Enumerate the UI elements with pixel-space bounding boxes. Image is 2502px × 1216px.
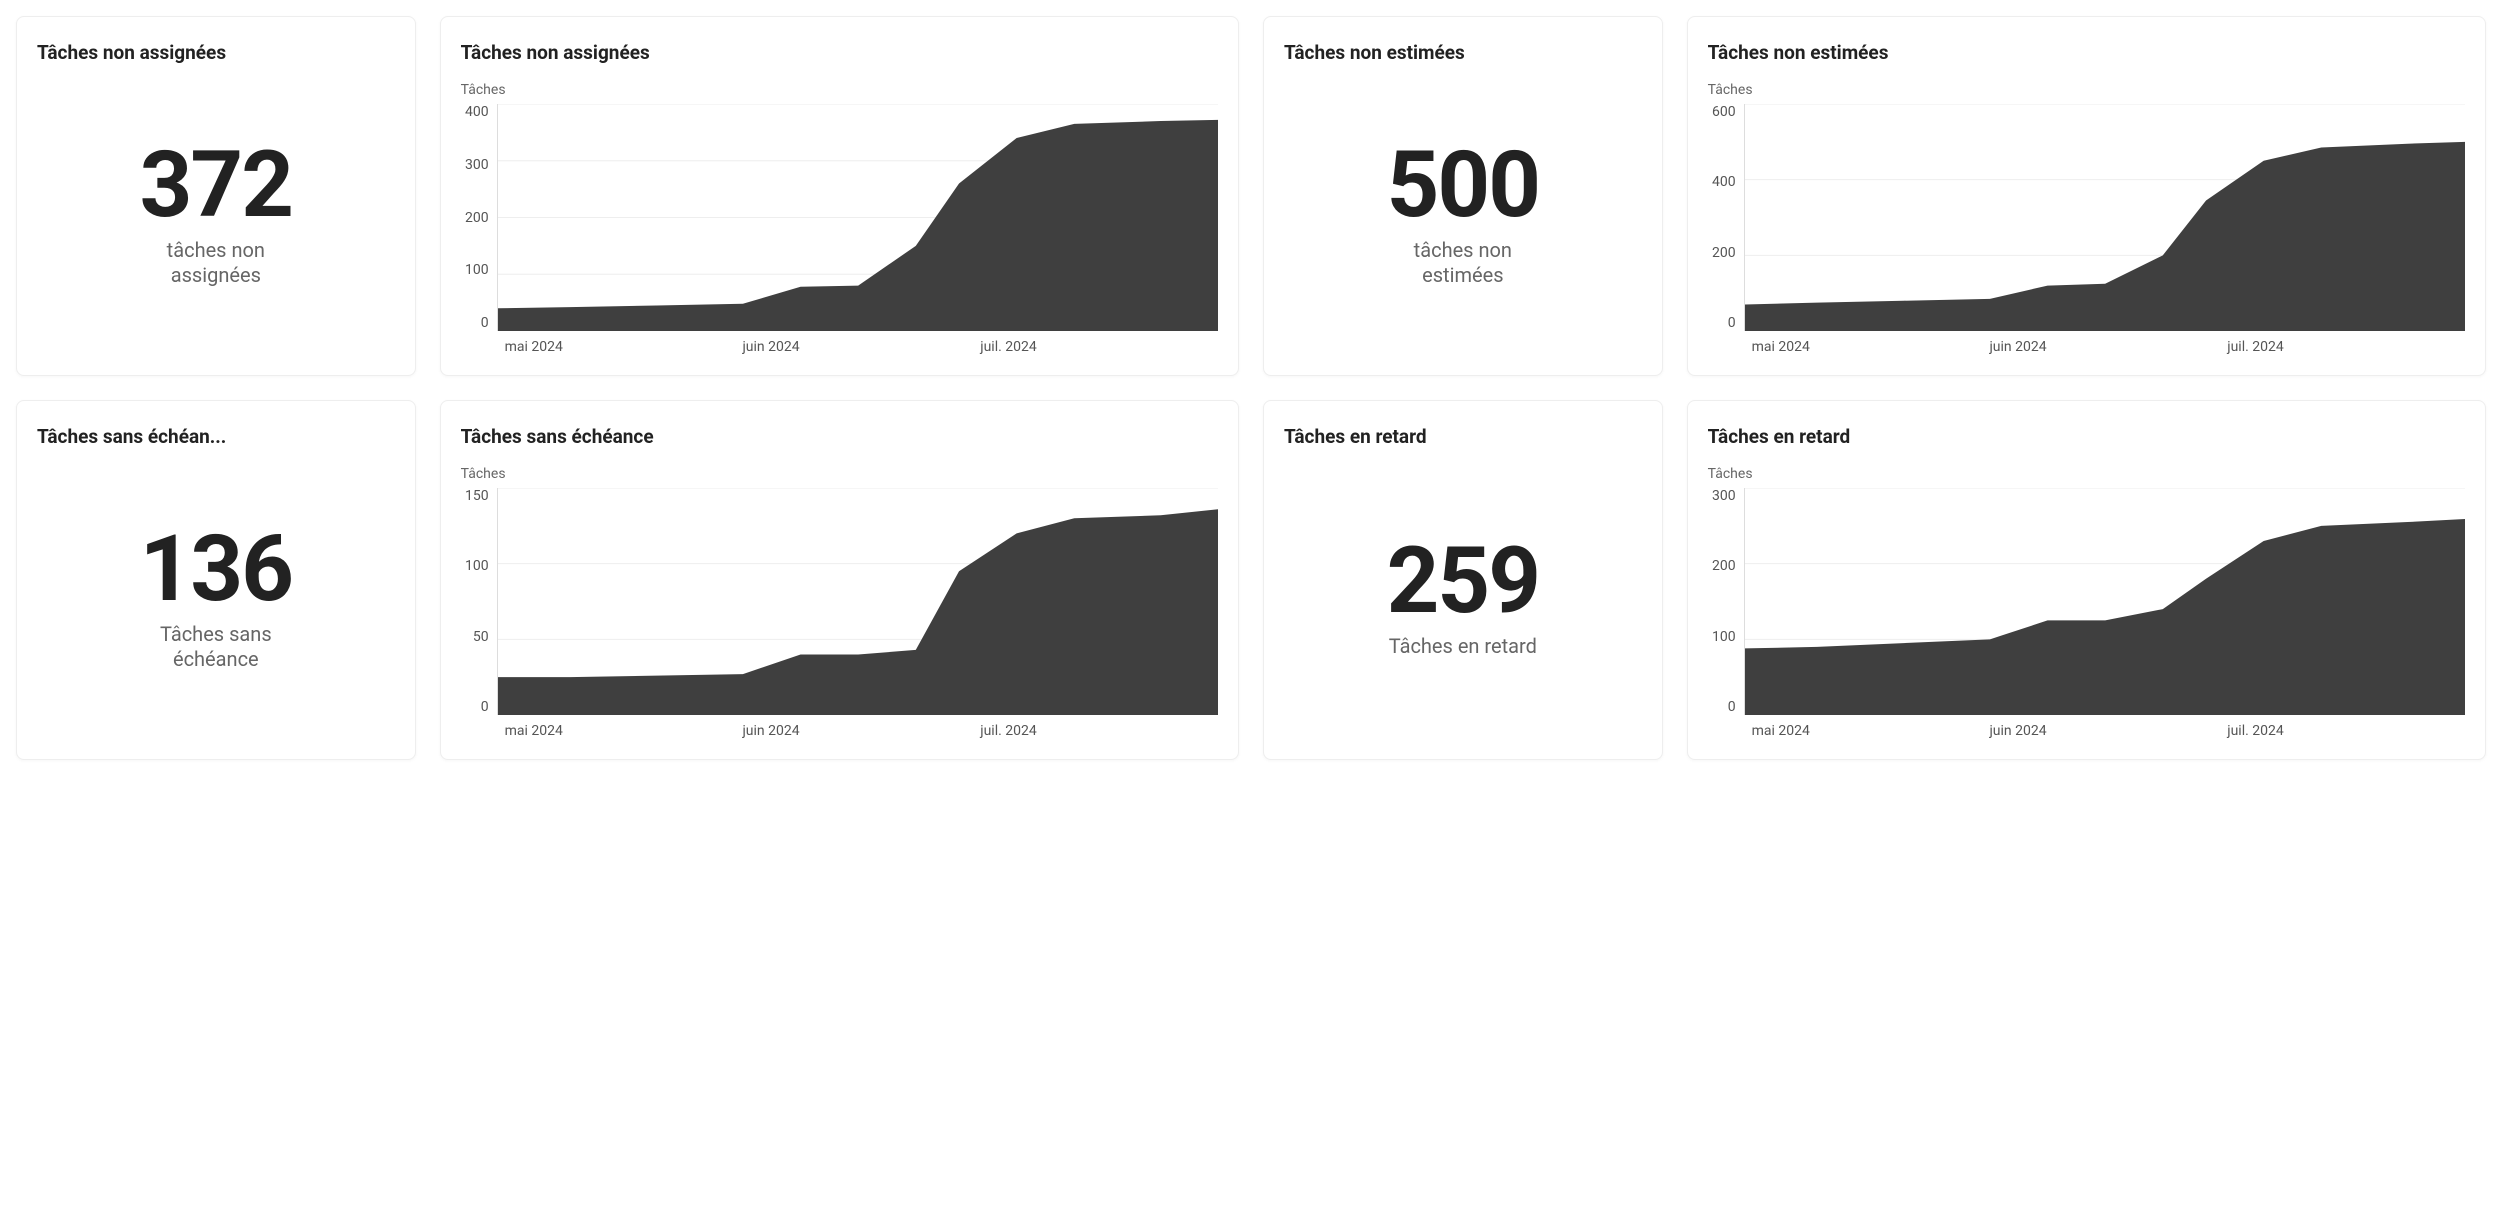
- stat-body: 372 tâches nonassignées: [37, 72, 395, 355]
- stat-value: 259: [1387, 536, 1539, 628]
- x-ticks: mai 2024juin 2024juil. 2024: [1752, 723, 2465, 739]
- y-tick-label: 300: [465, 157, 489, 173]
- x-tick-label: mai 2024: [505, 723, 743, 739]
- chart-frame: 150 100 50 0 mai 2024juin 2024juil. 2024: [461, 488, 1218, 739]
- y-tick-label: 200: [1712, 245, 1736, 261]
- y-tick-label: 200: [1712, 558, 1736, 574]
- chart-title: Tâches non assignées: [461, 41, 1218, 64]
- plot-area: [497, 488, 1218, 715]
- chart-title: Tâches sans échéance: [461, 425, 1218, 448]
- yaxis-label: Tâches: [1708, 466, 2465, 482]
- chart-frame: 400 300 200 100 0 mai 2024juin 2024juil. 202…: [461, 104, 1218, 355]
- stat-label: Tâches en retard: [1389, 634, 1537, 659]
- x-tick-label: mai 2024: [505, 339, 743, 355]
- x-tick-label: juin 2024: [1989, 339, 2227, 355]
- y-tick-label: 100: [1712, 629, 1736, 645]
- stat-label: tâches nonassignées: [167, 238, 265, 288]
- y-tick-label: 100: [465, 262, 489, 278]
- stat-title: Tâches non estimées: [1284, 41, 1642, 64]
- plot-area: [1744, 104, 2465, 331]
- yaxis-label: Tâches: [461, 82, 1218, 98]
- chart-title: Tâches non estimées: [1708, 41, 2465, 64]
- y-tick-label: 150: [465, 488, 489, 504]
- x-tick-label: juin 2024: [1989, 723, 2227, 739]
- stat-title: Tâches non assignées: [37, 41, 395, 64]
- stat-value: 136: [140, 524, 292, 616]
- stat-title: Tâches sans échéan...: [37, 425, 395, 448]
- y-ticks: 300 200 100 0: [1708, 488, 1744, 715]
- stat-body: 136 Tâches sanséchéance: [37, 456, 395, 739]
- x-tick-label: juin 2024: [742, 339, 980, 355]
- chart-card-late[interactable]: Tâches en retard Tâches 300 200 100 0 mai 2…: [1687, 400, 2486, 760]
- y-tick-label: 400: [1712, 174, 1736, 190]
- y-ticks: 600 400 200 0: [1708, 104, 1744, 331]
- y-tick-label: 400: [465, 104, 489, 120]
- stat-value: 372: [140, 140, 292, 232]
- stat-title: Tâches en retard: [1284, 425, 1642, 448]
- x-tick-label: mai 2024: [1752, 723, 1990, 739]
- stat-card-no-due[interactable]: Tâches sans échéan... 136 Tâches sanséch…: [16, 400, 416, 760]
- y-tick-label: 200: [465, 210, 489, 226]
- y-tick-label: 50: [473, 629, 489, 645]
- yaxis-label: Tâches: [461, 466, 1218, 482]
- stat-card-late[interactable]: Tâches en retard 259 Tâches en retard: [1263, 400, 1663, 760]
- stat-body: 500 tâches nonestimées: [1284, 72, 1642, 355]
- x-ticks: mai 2024juin 2024juil. 2024: [505, 723, 1218, 739]
- x-ticks: mai 2024juin 2024juil. 2024: [505, 339, 1218, 355]
- dashboard-grid: Tâches non assignées 372 tâches nonassig…: [16, 16, 2486, 760]
- y-ticks: 150 100 50 0: [461, 488, 497, 715]
- x-tick-label: juil. 2024: [2227, 723, 2465, 739]
- x-tick-label: juil. 2024: [980, 723, 1218, 739]
- chart-card-unestimated[interactable]: Tâches non estimées Tâches 600 400 200 0 ma…: [1687, 16, 2486, 376]
- chart-card-unassigned[interactable]: Tâches non assignées Tâches 400 300 200 100…: [440, 16, 1239, 376]
- y-tick-label: 600: [1712, 104, 1736, 120]
- x-ticks: mai 2024juin 2024juil. 2024: [1752, 339, 2465, 355]
- y-ticks: 400 300 200 100 0: [461, 104, 497, 331]
- x-tick-label: juin 2024: [742, 723, 980, 739]
- stat-value: 500: [1387, 140, 1539, 232]
- stat-card-unassigned[interactable]: Tâches non assignées 372 tâches nonassig…: [16, 16, 416, 376]
- chart-title: Tâches en retard: [1708, 425, 2465, 448]
- chart-frame: 300 200 100 0 mai 2024juin 2024juil. 2024: [1708, 488, 2465, 739]
- yaxis-label: Tâches: [1708, 82, 2465, 98]
- x-tick-label: juil. 2024: [980, 339, 1218, 355]
- stat-label: tâches nonestimées: [1414, 238, 1512, 288]
- stat-body: 259 Tâches en retard: [1284, 456, 1642, 739]
- y-tick-label: 0: [1728, 699, 1736, 715]
- plot-area: [497, 104, 1218, 331]
- chart-card-no-due[interactable]: Tâches sans échéance Tâches 150 100 50 0 ma…: [440, 400, 1239, 760]
- y-tick-label: 0: [1728, 315, 1736, 331]
- y-tick-label: 0: [481, 699, 489, 715]
- stat-label: Tâches sanséchéance: [160, 622, 272, 672]
- y-tick-label: 0: [481, 315, 489, 331]
- plot-area: [1744, 488, 2465, 715]
- y-tick-label: 100: [465, 558, 489, 574]
- stat-card-unestimated[interactable]: Tâches non estimées 500 tâches nonestimé…: [1263, 16, 1663, 376]
- x-tick-label: juil. 2024: [2227, 339, 2465, 355]
- chart-frame: 600 400 200 0 mai 2024juin 2024juil. 2024: [1708, 104, 2465, 355]
- y-tick-label: 300: [1712, 488, 1736, 504]
- x-tick-label: mai 2024: [1752, 339, 1990, 355]
